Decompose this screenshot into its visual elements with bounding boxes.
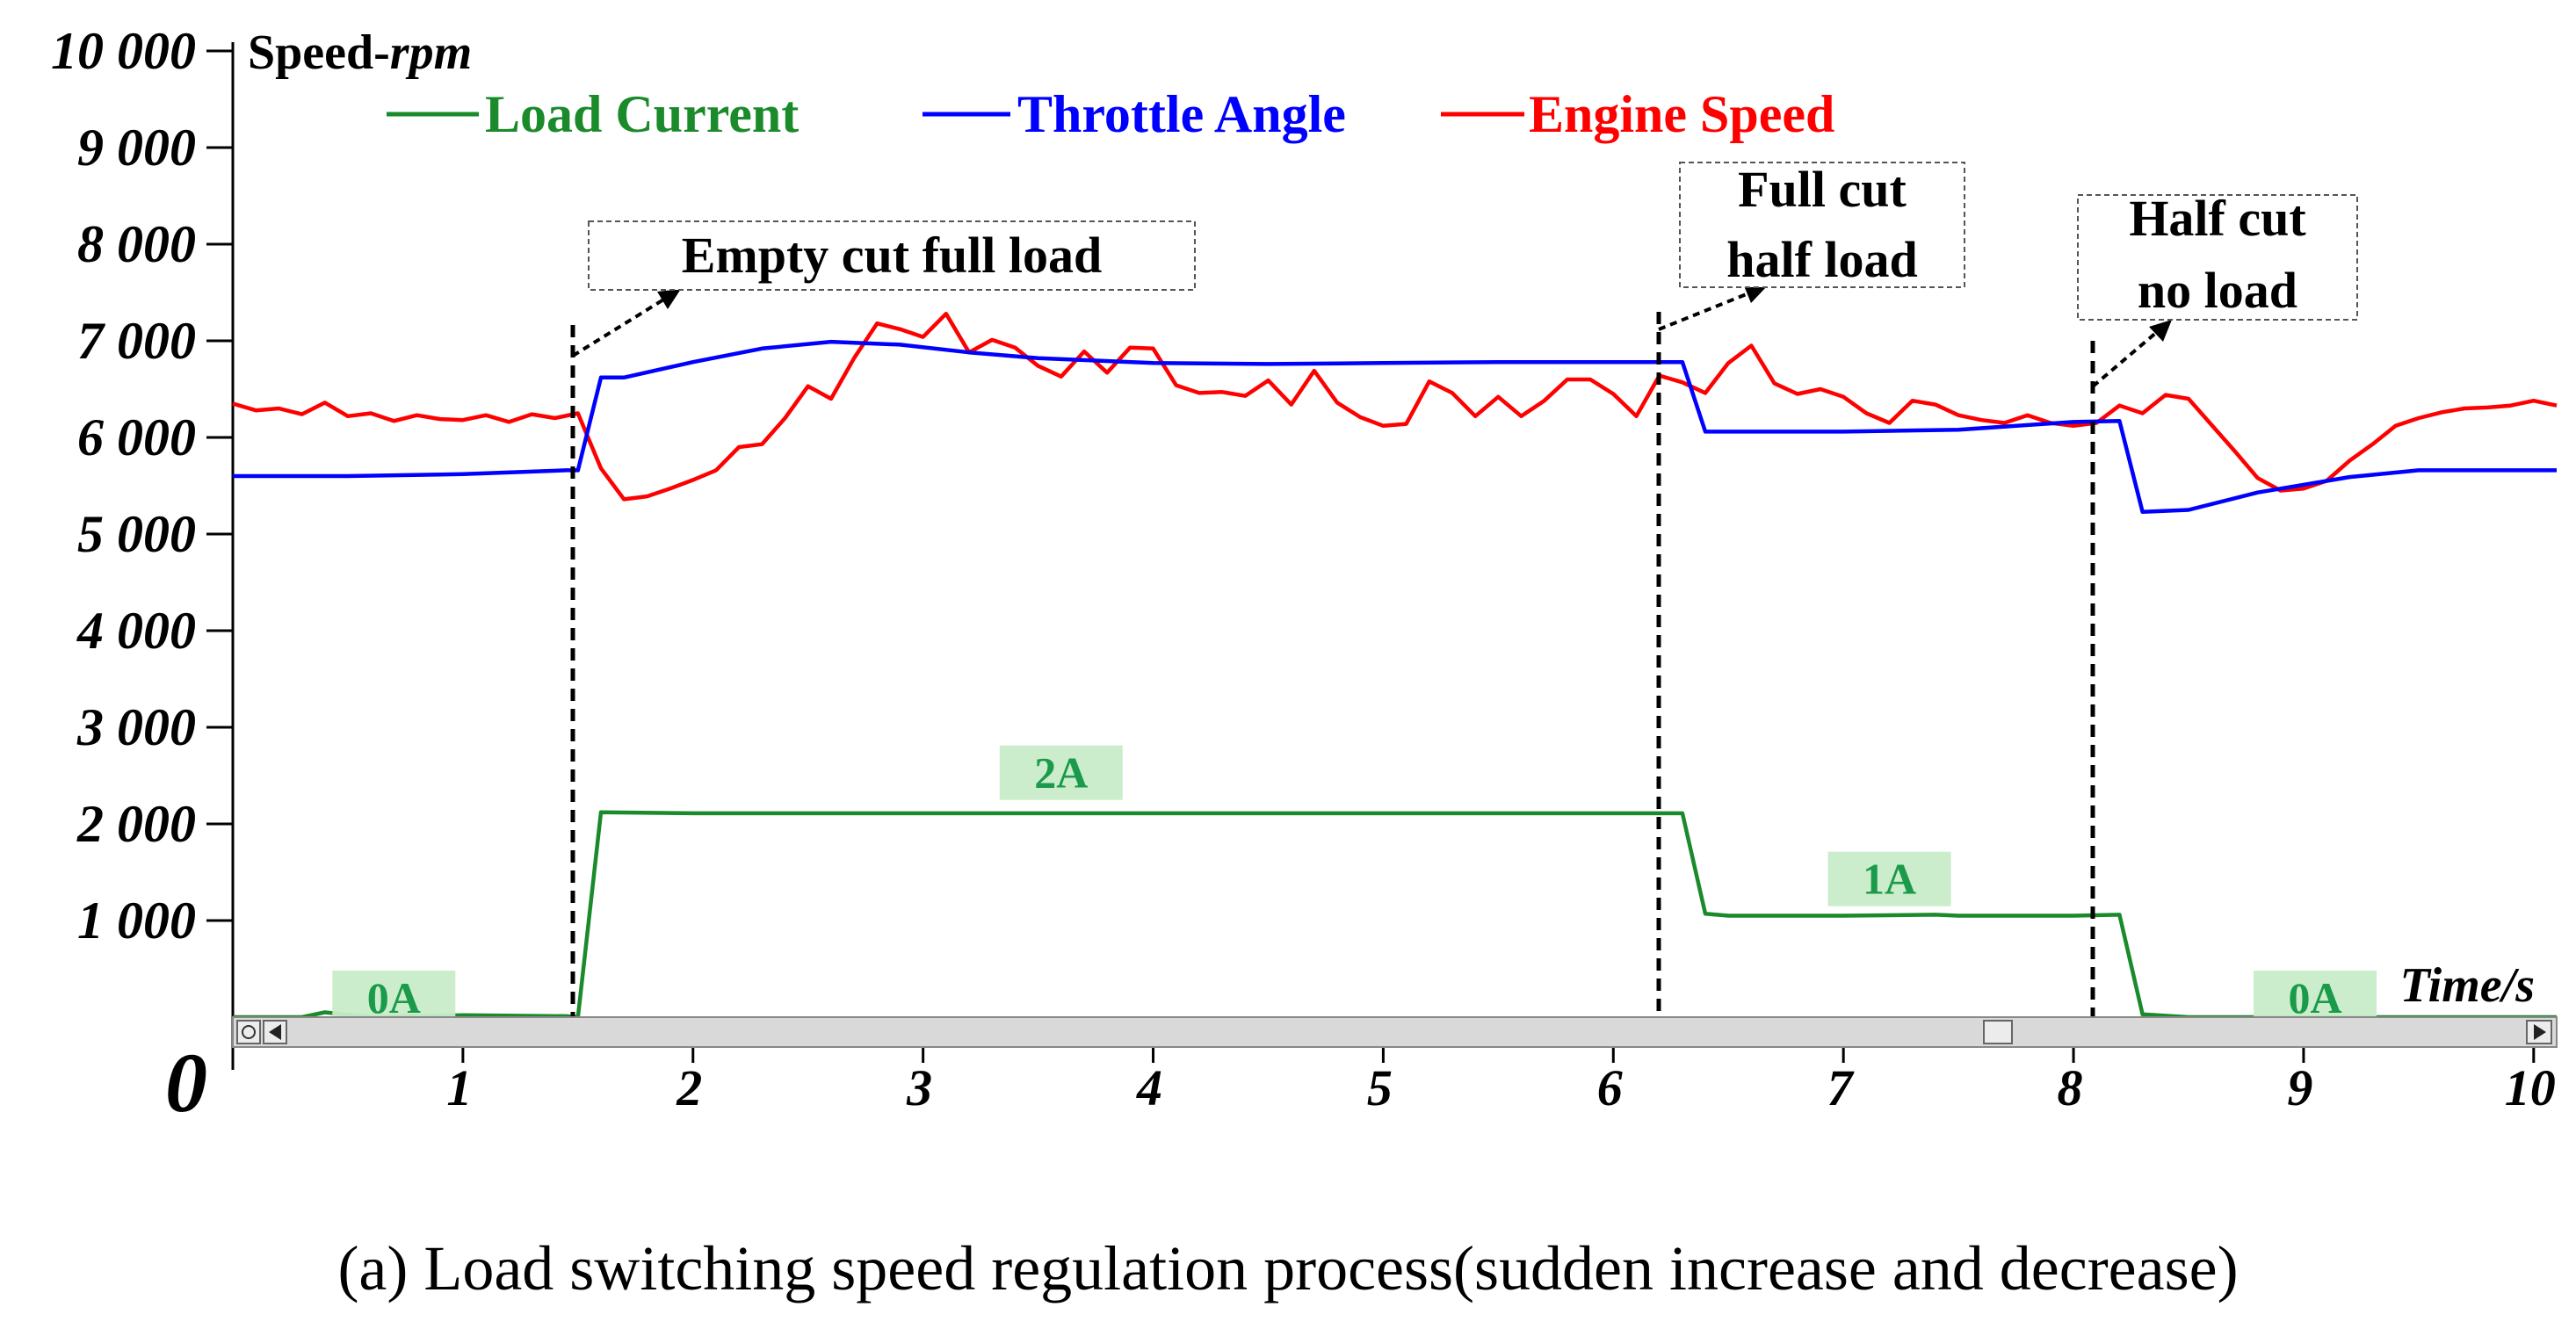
x-tick-label-2: 3 <box>906 1059 932 1116</box>
x-tick-label-9: 10 <box>2505 1059 2556 1116</box>
event-2-label-line-1: Full cut <box>1738 161 1907 218</box>
x-tick-label-1: 2 <box>676 1059 702 1116</box>
y-axis-label: Speed-rpm <box>248 25 472 80</box>
y-tick-label-4: 5 000 <box>77 505 196 563</box>
legend-item-engine-speed: Engine Speed <box>1441 85 1834 143</box>
event-3-arrow <box>2091 325 2165 388</box>
event-3-label-box <box>2077 194 2358 321</box>
event-3-label-line-1: Half cut <box>2129 190 2306 247</box>
scrollbar-settings-button[interactable] <box>236 1020 261 1044</box>
event-2-arrow <box>1658 288 1758 331</box>
legend-label-engine-speed: Engine Speed <box>1529 85 1834 143</box>
scrollbar-track <box>232 1016 2558 1048</box>
legend-item-throttle-angle: Throttle Angle <box>923 85 1346 143</box>
y-tick-label-0: 1 000 <box>77 892 196 950</box>
y-tick-label-3: 4 000 <box>76 602 196 660</box>
current-tag-box-1 <box>999 745 1123 800</box>
x-tick-label-6: 7 <box>1827 1059 1855 1116</box>
event-annotation-3: Half cut no load <box>2077 190 2358 1017</box>
series-line-throttle-angle <box>233 339 2557 514</box>
legend: Load Current Throttle Angle Engine Speed <box>387 85 1834 143</box>
y-tick-label-2: 3 000 <box>76 698 196 756</box>
legend-item-load-current: Load Current <box>387 85 799 143</box>
y-tick-label-5: 6 000 <box>77 408 196 466</box>
plot-area: 1 000 2 000 3 000 4 000 5 000 6 000 7 000 8 000… <box>51 22 2558 1116</box>
event-2-label-box <box>1679 162 1965 288</box>
event-3-label-line-2: no load <box>2138 262 2297 319</box>
x-tick-label-7: 8 <box>2058 1059 2083 1116</box>
y-tick-label-9: 10 000 <box>51 22 196 80</box>
event-3-arrowhead <box>2149 320 2172 342</box>
scrollbar-thumb[interactable] <box>1983 1020 2013 1044</box>
current-tag-label-0: 0A <box>367 973 421 1022</box>
x-tick-label-3: 4 <box>1136 1059 1162 1116</box>
x-axis-label: Time/s <box>2400 958 2535 1013</box>
current-tag-label-3: 0A <box>2288 973 2341 1022</box>
current-tag-box-0 <box>332 971 456 1025</box>
event-1-arrowhead <box>657 289 681 309</box>
event-annotation-2: Full cut half load <box>1656 161 1965 1017</box>
current-tag-label-2: 1A <box>1863 855 1916 904</box>
event-1-label: Empty cut full load <box>682 227 1103 284</box>
x-tick-label-8: 9 <box>2287 1059 2312 1116</box>
gear-icon <box>242 1025 256 1039</box>
y-tick-label-1: 2 000 <box>76 795 196 853</box>
scroll-left-button[interactable] <box>263 1020 287 1044</box>
time-scrollbar[interactable] <box>232 1016 2558 1048</box>
arrow-right-icon <box>2534 1024 2546 1040</box>
y-tick-label-7: 8 000 <box>77 215 196 273</box>
x-origin-label: 0 <box>165 1036 207 1130</box>
event-2-label-line-2: half load <box>1726 231 1918 288</box>
arrow-left-icon <box>269 1024 281 1040</box>
legend-label-load-current: Load Current <box>485 85 799 143</box>
x-tick-label-4: 5 <box>1367 1059 1393 1116</box>
event-annotation-1: Empty cut full load <box>570 220 1196 1017</box>
event-1-label-box <box>588 220 1196 291</box>
x-tick-label-0: 1 <box>446 1059 472 1116</box>
figure-caption: (a) Load switching speed regulation proc… <box>337 1233 2238 1304</box>
event-2-arrowhead <box>1743 284 1768 303</box>
legend-label-throttle-angle: Throttle Angle <box>1017 85 1346 143</box>
series-line-engine-speed <box>232 311 2558 502</box>
event-1-arrow <box>571 292 674 357</box>
y-tick-label-8: 9 000 <box>77 119 196 177</box>
current-tag-box-2 <box>1827 851 1951 906</box>
y-tick-label-6: 7 000 <box>77 312 196 370</box>
x-tick-label-5: 6 <box>1597 1059 1623 1116</box>
series-line-load-current <box>233 810 2557 1020</box>
current-tag-label-1: 2A <box>1034 748 1088 798</box>
current-tag-box-3 <box>2254 971 2377 1025</box>
